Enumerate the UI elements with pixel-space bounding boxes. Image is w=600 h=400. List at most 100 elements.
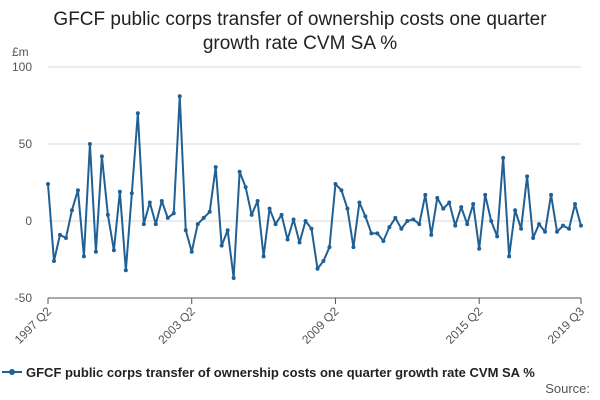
data-point [399,226,404,231]
data-point [279,212,284,217]
data-point [99,154,104,159]
data-point [285,237,290,242]
data-point [231,275,236,280]
data-point [189,249,194,254]
data-point [555,229,560,234]
data-point [201,215,206,220]
data-point [471,202,476,207]
data-point [177,94,182,99]
data-point [315,266,320,271]
data-point [411,217,416,222]
data-point [75,188,80,193]
series-line [47,95,582,279]
data-point [255,198,260,203]
data-point [267,206,272,211]
x-tick-label: 2009 Q2 [299,304,342,347]
data-point [363,214,368,219]
x-tick-label: 2015 Q2 [443,304,486,347]
data-point [261,254,266,259]
data-point [507,254,512,259]
data-point [57,232,62,237]
data-point [147,200,152,205]
data-point [291,217,296,222]
data-point [351,245,356,250]
data-point [153,222,158,227]
data-point [339,188,344,193]
data-point [159,198,164,203]
data-point [525,174,530,179]
data-point [237,169,242,174]
data-point [405,219,410,223]
data-point [321,259,326,264]
data-point [46,182,50,187]
data-point [213,165,218,170]
data-point [87,142,92,146]
data-point [417,222,422,227]
data-point [333,182,338,187]
data-point [375,231,380,236]
data-point [165,215,170,220]
data-point [573,202,578,207]
x-tick-label: 2019 Q3 [545,304,588,347]
data-point [51,259,56,264]
data-point [183,228,188,233]
data-point [537,222,542,227]
data-point [309,226,314,231]
data-point [501,155,506,160]
data-point [69,208,74,213]
data-point [543,229,548,234]
data-point [393,215,398,220]
data-point [513,208,518,213]
data-point [387,225,392,230]
data-point [441,206,446,211]
chart-title-line-2: growth rate CVM SA % [202,33,398,54]
data-point [477,246,482,251]
data-point [465,222,470,227]
data-point [135,111,140,116]
y-axis-label: £m [12,45,29,59]
data-point [579,223,583,228]
data-point [519,226,524,231]
data-point [327,245,332,250]
data-point [111,248,116,253]
data-point [549,192,554,197]
data-point [195,222,200,227]
data-point [129,191,134,196]
data-point [489,219,494,223]
data-point [459,205,464,210]
x-tick-label: 1997 Q2 [12,304,55,347]
y-tick-label: 0 [25,214,32,228]
data-point [81,254,86,259]
data-point [303,219,308,223]
data-point [93,249,98,254]
data-point [531,235,536,240]
chart-title-line-1: GFCF public corps transfer of ownership … [53,9,547,30]
legend-label: GFCF public corps transfer of ownership … [26,364,535,380]
data-point [435,195,440,200]
chart-title: GFCF public corps transfer of ownership … [0,8,600,56]
source-label: Source: [545,381,590,396]
y-tick-label: 50 [19,137,33,151]
data-point [429,232,434,237]
data-point [357,200,362,205]
data-point [495,234,500,239]
data-point [483,192,488,197]
legend-swatch [2,369,22,375]
data-point [561,223,566,228]
series-layer [46,94,583,280]
data-point [171,211,176,216]
data-point [381,239,386,244]
data-point [447,200,452,205]
data-point [207,209,212,214]
data-point [225,228,230,233]
data-point [297,240,302,245]
data-point [219,243,224,248]
data-point [63,235,68,240]
legend: GFCF public corps transfer of ownership … [2,364,535,380]
data-point [249,212,254,217]
data-point [453,223,458,228]
data-point [117,189,122,194]
data-point [105,212,110,217]
x-tick-label: 2003 Q2 [155,304,198,347]
data-point [123,268,128,273]
